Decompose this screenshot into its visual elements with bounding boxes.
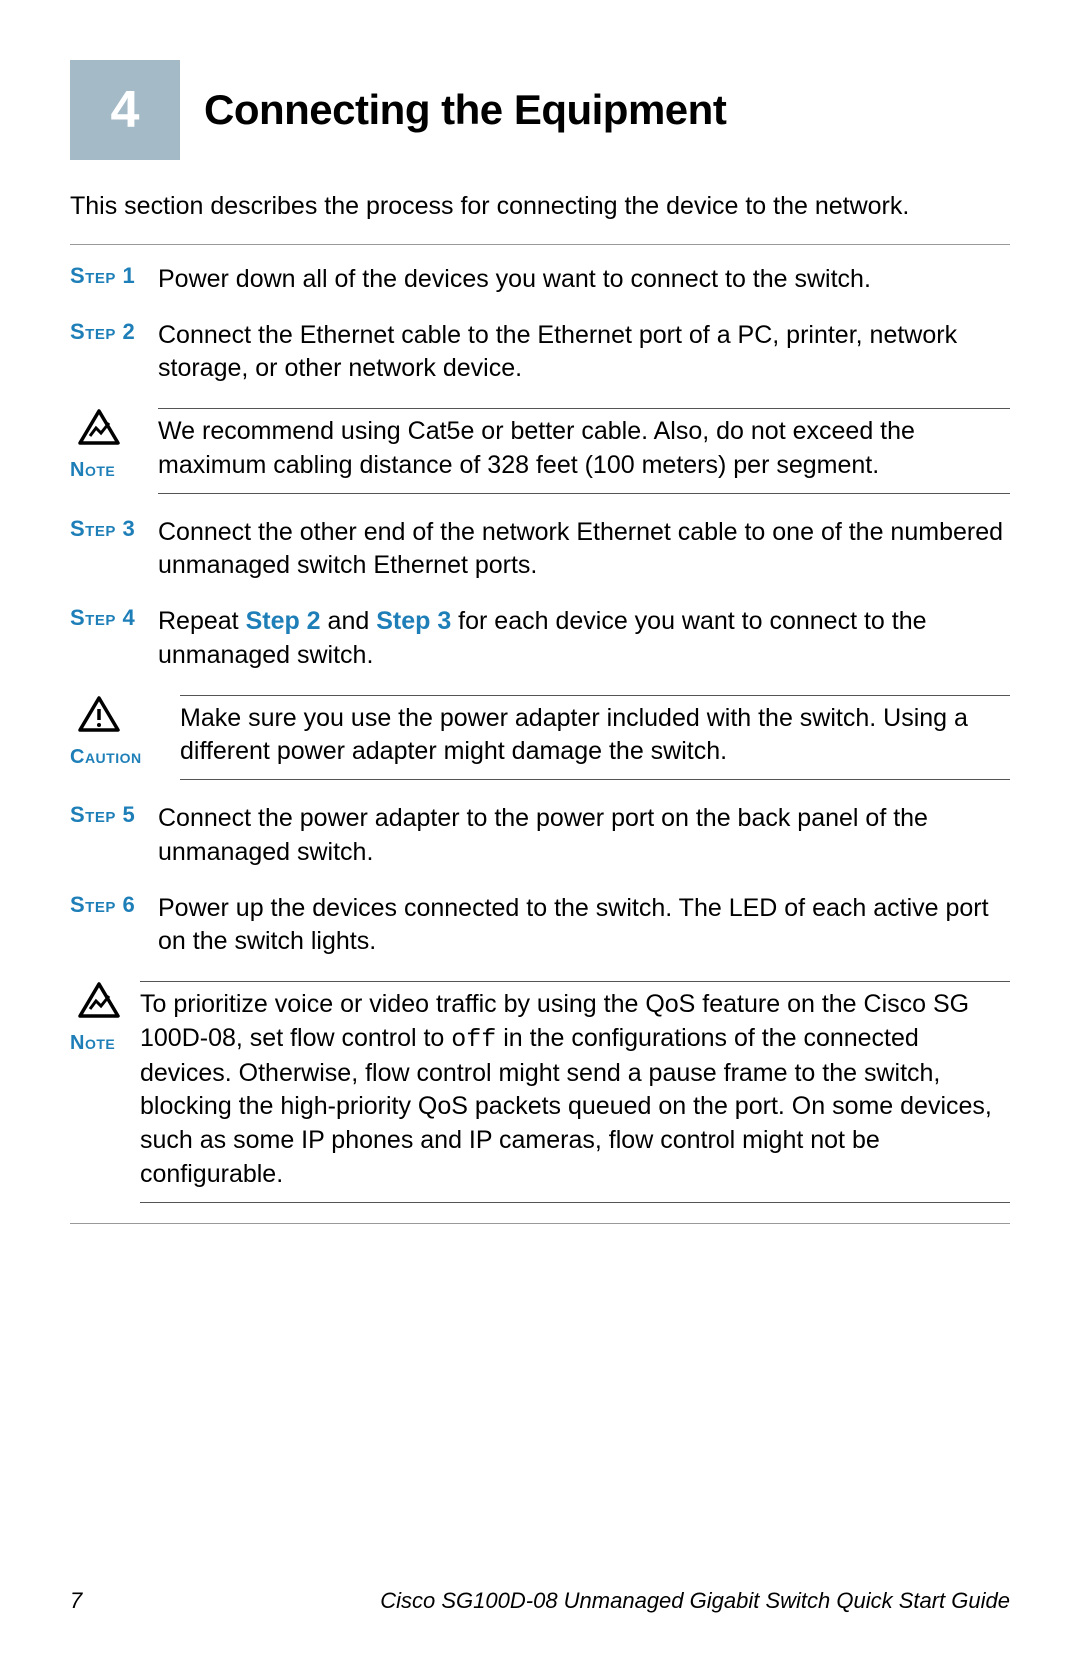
caution-callout: Caution Make sure you use the power adap… xyxy=(70,695,1010,781)
note-callout-2: Note To prioritize voice or video traffi… xyxy=(70,981,1010,1203)
chapter-header: 4 Connecting the Equipment xyxy=(70,60,1010,160)
step-text: Power up the devices connected to the sw… xyxy=(158,892,1010,960)
step-text: Power down all of the devices you want t… xyxy=(158,263,871,297)
chapter-number-box: 4 xyxy=(70,60,180,160)
step-text-part: and xyxy=(321,607,377,635)
step-label: Step 1 xyxy=(70,263,158,297)
note-icon xyxy=(76,981,122,1026)
step-2: Step 2 Connect the Ethernet cable to the… xyxy=(70,319,1010,387)
note-label: Note xyxy=(70,1032,115,1055)
step-label: Step 6 xyxy=(70,892,158,960)
step-text: Connect the power adapter to the power p… xyxy=(158,802,1010,870)
step-label: Step 3 xyxy=(70,516,158,584)
step-label: Step 2 xyxy=(70,319,158,387)
step-text: Repeat Step 2 and Step 3 for each device… xyxy=(158,605,1010,673)
callout-divider xyxy=(158,493,1010,494)
page-footer: 7 Cisco SG100D-08 Unmanaged Gigabit Swit… xyxy=(70,1588,1010,1614)
callout-divider xyxy=(180,779,1010,780)
caution-text: Make sure you use the power adapter incl… xyxy=(180,702,1010,770)
step-link: Step 2 xyxy=(246,607,321,635)
step-4: Step 4 Repeat Step 2 and Step 3 for each… xyxy=(70,605,1010,673)
callout-divider xyxy=(140,1202,1010,1203)
intro-paragraph: This section describes the process for c… xyxy=(70,190,1010,224)
caution-label: Caution xyxy=(70,746,142,769)
note-mono: off xyxy=(451,1025,496,1054)
step-label: Step 5 xyxy=(70,802,158,870)
callout-divider xyxy=(180,695,1010,696)
step-5: Step 5 Connect the power adapter to the … xyxy=(70,802,1010,870)
chapter-number: 4 xyxy=(111,80,140,140)
callout-divider xyxy=(140,981,1010,982)
note-text: We recommend using Cat5e or better cable… xyxy=(158,415,1010,483)
page-number: 7 xyxy=(70,1588,82,1614)
step-text-part: Repeat xyxy=(158,607,246,635)
footer-title: Cisco SG100D-08 Unmanaged Gigabit Switch… xyxy=(202,1588,1010,1614)
step-text: Connect the Ethernet cable to the Ethern… xyxy=(158,319,1010,387)
step-6: Step 6 Power up the devices connected to… xyxy=(70,892,1010,960)
step-1: Step 1 Power down all of the devices you… xyxy=(70,263,1010,297)
callout-divider xyxy=(158,408,1010,409)
note-callout-1: Note We recommend using Cat5e or better … xyxy=(70,408,1010,494)
step-3: Step 3 Connect the other end of the netw… xyxy=(70,516,1010,584)
chapter-title: Connecting the Equipment xyxy=(204,86,726,134)
section-divider-bottom xyxy=(70,1223,1010,1224)
step-link: Step 3 xyxy=(376,607,451,635)
caution-icon xyxy=(76,695,122,740)
note-text: To prioritize voice or video traffic by … xyxy=(140,988,1010,1192)
note-label: Note xyxy=(70,459,115,482)
step-label: Step 4 xyxy=(70,605,158,673)
note-icon xyxy=(76,408,122,453)
section-divider-top xyxy=(70,244,1010,245)
step-text: Connect the other end of the network Eth… xyxy=(158,516,1010,584)
